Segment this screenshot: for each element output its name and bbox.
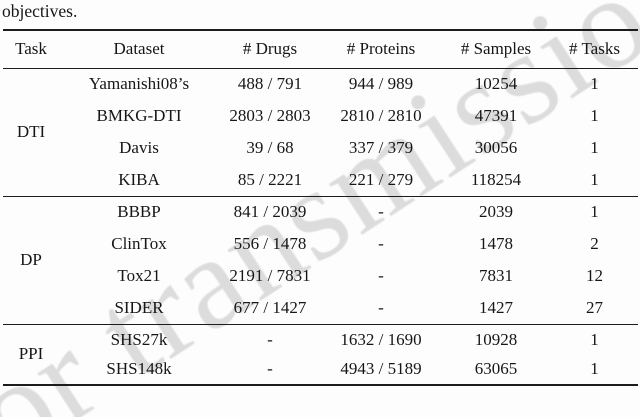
drugs-cell: -: [267, 359, 273, 379]
task-label: DP: [20, 250, 42, 269]
drugs-cell: 556 / 1478: [233, 234, 307, 253]
dataset-cell: Yamanishi08’s: [88, 74, 190, 94]
drugs-cell: 488 / 791: [237, 74, 303, 94]
tasks-cell: 1: [590, 329, 599, 349]
samples-cell: 1427: [479, 297, 513, 317]
samples-cell: 10254: [474, 74, 518, 94]
datasets-table: Task Dataset # Drugs # Proteins # Sample…: [3, 29, 638, 386]
dataset-cell: BMKG-DTI: [96, 106, 182, 125]
dataset-cell: SHS148k: [106, 359, 172, 379]
drugs-cell: 677 / 1427: [233, 297, 307, 317]
tasks-cell: 1: [590, 138, 599, 157]
proteins-cell: 1632 / 1690: [340, 329, 422, 349]
tasks-cell: 2: [590, 234, 599, 253]
samples-cell: 63065: [474, 359, 518, 379]
col-header-drugs: # Drugs: [242, 39, 298, 59]
table-row: PPI SHS27k - 1632 / 1690 10928 1: [3, 324, 638, 363]
col-header-tasks: # Tasks: [569, 39, 620, 59]
drugs-cell: 39 / 68: [246, 138, 294, 157]
tasks-cell: 1: [590, 359, 599, 379]
drugs-cell: 2191 / 7831: [229, 266, 311, 285]
proteins-cell: -: [378, 202, 384, 222]
table-row: SIDER 677 / 1427 - 1427 27: [3, 292, 638, 324]
samples-cell: 1478: [479, 234, 513, 253]
proteins-cell: 4943 / 5189: [340, 359, 422, 379]
table-header: Task Dataset # Drugs # Proteins # Sample…: [3, 30, 638, 68]
table-body: DTI Yamanishi08’s 488 / 791 944 / 989 10254 1…: [3, 68, 638, 385]
dataset-cell: Tox21: [117, 266, 161, 285]
tasks-cell: 1: [590, 106, 599, 125]
intro-text: objectives.: [2, 1, 78, 21]
table-row: SHS148k - 4943 / 5189 63065 1: [3, 355, 638, 386]
drugs-cell: 841 / 2039: [233, 202, 307, 222]
tasks-cell: 1: [590, 74, 599, 94]
dataset-cell: Davis: [119, 138, 159, 157]
dataset-cell: SIDER: [114, 297, 164, 317]
drugs-cell: 2803 / 2803: [229, 106, 311, 125]
drugs-cell: 85 / 2221: [237, 169, 303, 189]
drugs-cell: -: [267, 329, 273, 349]
samples-cell: 10928: [474, 329, 518, 349]
col-header-dataset: Dataset: [113, 39, 165, 59]
samples-cell: 30056: [474, 138, 518, 157]
col-header-proteins: # Proteins: [346, 39, 416, 59]
tasks-cell: 1: [590, 169, 599, 189]
table-row: ClinTox 556 / 1478 - 1478 2: [3, 228, 638, 260]
proteins-cell: 944 / 989: [348, 74, 414, 94]
header-row: Task Dataset # Drugs # Proteins # Sample…: [3, 30, 638, 68]
samples-cell: 47391: [474, 106, 518, 125]
dataset-cell: ClinTox: [111, 234, 167, 253]
tasks-cell: 1: [590, 202, 599, 222]
col-header-samples: # Samples: [460, 39, 532, 59]
task-label: PPI: [18, 344, 44, 364]
samples-cell: 118254: [470, 169, 522, 189]
proteins-cell: -: [378, 266, 384, 285]
table-row: Davis 39 / 68 337 / 379 30056 1: [3, 132, 638, 164]
samples-cell: 2039: [479, 202, 513, 222]
table-row: Tox21 2191 / 7831 - 7831 12: [3, 260, 638, 292]
dataset-cell: SHS27k: [110, 329, 168, 349]
samples-cell: 7831: [479, 266, 513, 285]
task-label: DTI: [16, 122, 46, 141]
tasks-cell: 12: [586, 266, 603, 285]
table-row: DP BBBP 841 / 2039 - 2039 1: [3, 196, 638, 269]
dataset-cell: BBBP: [117, 202, 161, 222]
proteins-cell: -: [378, 297, 384, 317]
tasks-cell: 27: [586, 297, 603, 317]
table-row: BMKG-DTI 2803 / 2803 2810 / 2810 47391 1: [3, 100, 638, 132]
dataset-cell: KIBA: [118, 169, 160, 189]
table-row: DTI Yamanishi08’s 488 / 791 944 / 989 10254 1: [3, 68, 638, 141]
col-header-task: Task: [15, 39, 47, 59]
proteins-cell: -: [378, 234, 384, 253]
table-row: KIBA 85 / 2221 221 / 279 118254 1: [3, 164, 638, 196]
proteins-cell: 221 / 279: [348, 169, 414, 189]
proteins-cell: 337 / 379: [348, 138, 414, 157]
proteins-cell: 2810 / 2810: [340, 106, 422, 125]
